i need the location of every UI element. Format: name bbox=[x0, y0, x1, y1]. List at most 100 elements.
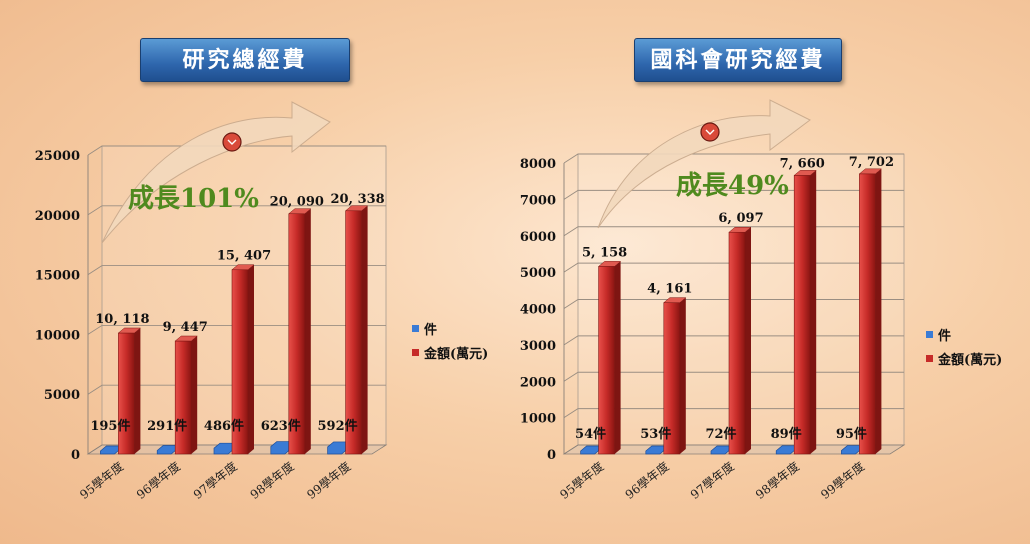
y-tick-label: 8000 bbox=[520, 157, 556, 172]
y-tick-label: 1000 bbox=[520, 412, 556, 427]
chart-title: 國科會研究經費 bbox=[634, 38, 842, 82]
growth-annotation: 成長49% bbox=[676, 171, 789, 201]
bar-amount-side bbox=[361, 205, 368, 454]
amount-data-label: 7, 660 bbox=[780, 156, 825, 171]
legend-label: 金額(萬元) bbox=[424, 346, 489, 362]
chart-panel-total-research: 研究總經費 0 5000 10000 15000 20000 25000 成長101% 195… bbox=[35, 38, 488, 502]
count-data-label: 72件 bbox=[705, 426, 736, 442]
count-data-label: 54件 bbox=[575, 426, 606, 442]
bar-amount-top bbox=[728, 226, 752, 233]
growth-marker-icon bbox=[700, 122, 720, 142]
amount-data-label: 4, 161 bbox=[647, 282, 692, 297]
bar-amount-side bbox=[614, 261, 621, 454]
count-data-label: 592件 bbox=[318, 418, 358, 434]
x-tick-label: 99學年度 bbox=[304, 459, 354, 502]
count-data-label: 486件 bbox=[204, 418, 244, 434]
count-data-label: 195件 bbox=[90, 418, 130, 434]
growth-annotation: 成長101% bbox=[128, 184, 259, 214]
y-tick-label: 5000 bbox=[520, 266, 556, 281]
x-tick-label: 96學年度 bbox=[622, 459, 672, 502]
y-tick-label: 15000 bbox=[35, 269, 80, 284]
bar-amount bbox=[859, 173, 876, 455]
legend-swatch-red bbox=[412, 348, 419, 356]
growth-marker-glyph bbox=[227, 139, 237, 145]
amount-data-label: 20, 090 bbox=[270, 195, 324, 210]
bar-amount-top bbox=[858, 168, 883, 175]
chart-legend: 件 金額(萬元) bbox=[412, 316, 488, 364]
legend-label: 件 bbox=[424, 322, 438, 338]
y-tick-label: 6000 bbox=[520, 230, 556, 245]
legend-swatch-red bbox=[926, 354, 933, 362]
amount-data-label: 10, 118 bbox=[95, 312, 149, 327]
y-tick-label: 3000 bbox=[520, 339, 556, 354]
y-tick-label: 2000 bbox=[520, 375, 556, 390]
bar-amount-side bbox=[134, 327, 141, 454]
y-tick-label: 4000 bbox=[520, 303, 556, 318]
legend-item-amount: 金額(萬元) bbox=[412, 340, 488, 364]
bar-amount-side bbox=[191, 336, 198, 454]
amount-data-label: 7, 702 bbox=[849, 155, 894, 170]
count-data-label: 89件 bbox=[771, 426, 802, 442]
y-tick-label: 25000 bbox=[35, 149, 80, 164]
chart-svg: 0 1000 2000 3000 4000 5000 6000 7000 8000 成長49% 54… bbox=[520, 99, 906, 502]
bar-amount-top bbox=[288, 208, 312, 214]
amount-data-label: 15, 407 bbox=[217, 249, 271, 264]
x-tick-label: 98學年度 bbox=[247, 459, 297, 502]
x-tick-label: 95學年度 bbox=[557, 459, 607, 502]
bar-amount-side bbox=[304, 208, 311, 454]
y-tick-label: 20000 bbox=[35, 209, 80, 224]
bar-amount bbox=[288, 213, 306, 455]
bar-amount-top bbox=[663, 297, 687, 303]
x-tick-label: 96學年度 bbox=[133, 459, 183, 502]
bar-amount-side bbox=[810, 170, 817, 454]
bar-amount-top bbox=[174, 335, 198, 342]
legend-item-count: 件 bbox=[412, 316, 488, 340]
bar-amount-top bbox=[231, 264, 255, 270]
chart-panel-nsc-research: 國科會研究經費 0 1000 2000 3000 4000 5000 6000 7000 800… bbox=[510, 0, 1030, 544]
bar-amount-side bbox=[875, 168, 882, 454]
legend-label: 件 bbox=[938, 328, 952, 344]
amount-data-label: 9, 447 bbox=[163, 320, 208, 335]
chart-title: 研究總經費 bbox=[140, 38, 350, 82]
y-tick-label: 0 bbox=[71, 448, 80, 463]
bar-amount-top bbox=[793, 170, 817, 176]
growth-arrow bbox=[101, 101, 331, 244]
growth-arrow bbox=[597, 99, 811, 229]
y-tick-label: 7000 bbox=[520, 193, 556, 208]
y-tick-label: 10000 bbox=[35, 328, 80, 343]
x-tick-label: 98學年度 bbox=[752, 459, 802, 502]
legend-item-amount: 金額(萬元) bbox=[926, 346, 1002, 370]
chart-legend: 件 金額(萬元) bbox=[926, 322, 1002, 370]
bar-amount-top bbox=[344, 205, 369, 212]
x-tick-label: 97學年度 bbox=[687, 459, 737, 502]
bar-amount bbox=[174, 340, 192, 455]
count-data-label: 95件 bbox=[836, 426, 867, 442]
legend-swatch-blue bbox=[926, 330, 933, 338]
amount-data-label: 6, 097 bbox=[718, 211, 763, 226]
y-tick-label: 5000 bbox=[44, 388, 80, 403]
x-tick-label: 99學年度 bbox=[818, 459, 868, 502]
gridline bbox=[87, 205, 386, 216]
legend-item-count: 件 bbox=[926, 322, 1002, 346]
amount-data-label: 20, 338 bbox=[330, 192, 384, 207]
x-tick-label: 95學年度 bbox=[77, 459, 127, 502]
bar-amount bbox=[728, 231, 746, 455]
count-data-label: 53件 bbox=[640, 426, 671, 442]
x-tick-label: 97學年度 bbox=[190, 459, 240, 502]
count-data-label: 291件 bbox=[147, 418, 187, 434]
gridline bbox=[563, 153, 904, 164]
growth-marker-glyph bbox=[705, 129, 715, 135]
bar-amount-side bbox=[248, 264, 254, 454]
amount-data-label: 5, 158 bbox=[582, 245, 627, 260]
bar-amount-top bbox=[597, 261, 622, 267]
bar-amount-side bbox=[745, 227, 751, 454]
legend-swatch-blue bbox=[412, 324, 419, 332]
bar-amount bbox=[598, 266, 615, 455]
y-tick-label: 0 bbox=[547, 448, 556, 463]
chart-svg: 0 5000 10000 15000 20000 25000 成長101% 195件 10, 1… bbox=[35, 101, 388, 502]
legend-label: 金額(萬元) bbox=[938, 352, 1003, 368]
count-data-label: 623件 bbox=[261, 418, 301, 434]
bar-amount bbox=[345, 210, 362, 455]
bar-amount bbox=[793, 175, 811, 455]
bar-amount bbox=[118, 332, 135, 455]
